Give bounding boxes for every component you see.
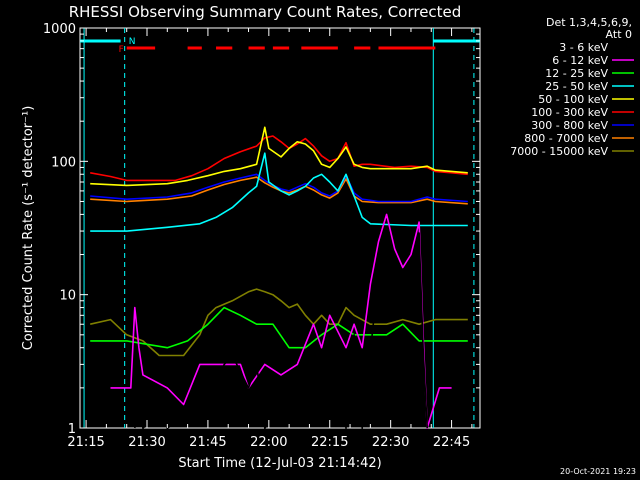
legend-entry-label: 800 - 7000 keV [524, 132, 608, 145]
series-line [90, 152, 468, 232]
x-tick-label: 22:00 [250, 435, 287, 450]
plot-area: NF [80, 28, 480, 429]
legend-title-line-2: Att 0 [606, 28, 632, 41]
series-line [90, 288, 468, 357]
x-tick-label: 21:15 [67, 435, 104, 450]
flare-flag-label: F [119, 45, 124, 55]
legend-entry-label: 6 - 12 keV [552, 54, 608, 67]
series-line [110, 213, 452, 429]
x-axis-label: Start Time (12-Jul-03 21:14:42) [178, 456, 381, 471]
attenuator-flag-label: N [129, 37, 136, 47]
x-tick-label: 22:30 [372, 435, 409, 450]
series-line [90, 173, 468, 203]
plot-frame [79, 27, 481, 429]
legend-entry-label: 12 - 25 keV [545, 67, 608, 80]
series-line [90, 126, 468, 187]
legend-entry-label: 50 - 100 keV [538, 93, 608, 106]
legend-entry-label: 100 - 300 keV [531, 106, 608, 119]
x-tick-label: 21:45 [189, 435, 226, 450]
legend-entry-label: 3 - 6 keV [559, 41, 608, 54]
axes: 1 10 100 1000 21:15 21:30 21:45 22:00 22:15 22:30… [43, 22, 480, 450]
y-tick-label: 1000 [43, 22, 76, 37]
legend-title-line-1: Det 1,3,4,5,6,9, [546, 16, 632, 29]
x-tick-label: 21:30 [128, 435, 165, 450]
series-line [134, 232, 428, 429]
legend-entry-label: 25 - 50 keV [545, 80, 608, 93]
series-line [90, 135, 468, 182]
chart-title: RHESSI Observing Summary Count Rates, Co… [69, 3, 462, 21]
y-axis-label: Corrected Count Rate (s⁻¹ detector⁻¹) [21, 106, 36, 351]
series-line [90, 306, 468, 349]
y-tick-label: 100 [51, 155, 76, 170]
x-tick-label: 22:45 [433, 435, 470, 450]
legend-entry-label: 7000 - 15000 keV [510, 145, 608, 158]
footer-date: 20-Oct-2021 19:23 [560, 467, 636, 476]
y-tick-label: 1 [68, 422, 76, 437]
x-tick-label: 22:15 [311, 435, 348, 450]
legend-entry-label: 300 - 800 keV [531, 119, 608, 132]
y-tick-label: 10 [59, 289, 76, 304]
